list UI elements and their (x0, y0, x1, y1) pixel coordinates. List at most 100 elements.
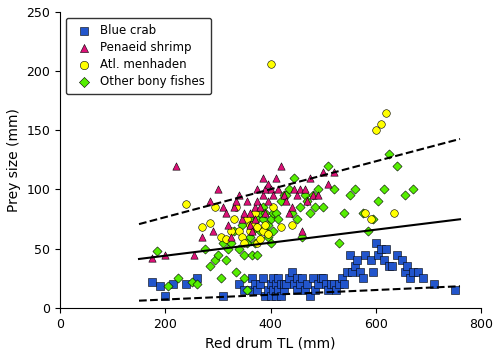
Atl. menhaden (262, 222, 270, 228)
Other bony fishes (154, 248, 162, 254)
Blue crab (354, 258, 362, 263)
Penaeid shrimp (308, 192, 316, 198)
Atl. menhaden (243, 216, 251, 222)
Other bony fishes (369, 216, 377, 222)
Penaeid shrimp (262, 187, 270, 192)
Other bony fishes (201, 246, 209, 251)
Penaeid shrimp (254, 187, 262, 192)
Penaeid shrimp (272, 175, 280, 181)
Other bony fishes (219, 240, 227, 246)
Penaeid shrimp (248, 228, 256, 234)
Other bony fishes (314, 187, 322, 192)
Other bony fishes (232, 270, 240, 275)
Other bony fishes (280, 192, 287, 198)
Penaeid shrimp (172, 163, 180, 169)
Penaeid shrimp (235, 192, 243, 198)
Other bony fishes (235, 246, 243, 251)
Blue crab (372, 240, 380, 246)
Other bony fishes (269, 210, 277, 216)
Other bony fishes (254, 216, 262, 222)
Blue crab (285, 275, 293, 281)
Blue crab (148, 279, 156, 285)
Blue crab (401, 270, 409, 275)
Other bony fishes (335, 240, 343, 246)
Atl. menhaden (227, 228, 235, 234)
Atl. menhaden (372, 127, 380, 133)
Other bony fishes (266, 216, 274, 222)
Atl. menhaden (254, 240, 262, 246)
Other bony fishes (164, 283, 172, 289)
Other bony fishes (212, 258, 220, 263)
Atl. menhaden (240, 240, 248, 246)
Atl. menhaden (222, 236, 230, 242)
Penaeid shrimp (269, 192, 277, 198)
Blue crab (277, 281, 285, 287)
Atl. menhaden (235, 228, 243, 234)
Blue crab (182, 281, 190, 287)
Blue crab (293, 287, 301, 293)
Penaeid shrimp (214, 187, 222, 192)
Atl. menhaden (269, 204, 277, 210)
Other bony fishes (293, 216, 301, 222)
Other bony fishes (222, 258, 230, 263)
Other bony fishes (298, 234, 306, 240)
Blue crab (366, 258, 374, 263)
Other bony fishes (306, 210, 314, 216)
Atl. menhaden (182, 201, 190, 206)
Atl. menhaden (230, 216, 237, 222)
Other bony fishes (246, 216, 254, 222)
Other bony fishes (264, 234, 272, 240)
Other bony fishes (243, 287, 251, 293)
Blue crab (298, 275, 306, 281)
Blue crab (414, 270, 422, 275)
Atl. menhaden (377, 121, 385, 127)
Other bony fishes (216, 275, 224, 281)
Penaeid shrimp (262, 210, 270, 216)
Blue crab (374, 252, 382, 257)
Blue crab (393, 252, 401, 257)
Blue crab (258, 275, 266, 281)
Other bony fishes (380, 187, 388, 192)
Atl. menhaden (256, 236, 264, 242)
Blue crab (272, 281, 280, 287)
Blue crab (380, 258, 388, 263)
Penaeid shrimp (190, 252, 198, 257)
Blue crab (282, 281, 290, 287)
Penaeid shrimp (224, 222, 232, 228)
Blue crab (266, 281, 274, 287)
Blue crab (269, 287, 277, 293)
Blue crab (274, 275, 282, 281)
Blue crab (280, 287, 287, 293)
Other bony fishes (258, 204, 266, 210)
Penaeid shrimp (227, 234, 235, 240)
Blue crab (248, 275, 256, 281)
Penaeid shrimp (240, 210, 248, 216)
Other bony fishes (304, 198, 312, 204)
Blue crab (293, 275, 301, 281)
Blue crab (404, 263, 411, 269)
Atl. menhaden (362, 210, 370, 216)
Other bony fishes (296, 204, 304, 210)
Other bony fishes (230, 228, 237, 234)
Blue crab (277, 293, 285, 299)
Penaeid shrimp (298, 228, 306, 234)
Other bony fishes (251, 210, 259, 216)
Other bony fishes (288, 210, 296, 216)
Other bony fishes (319, 204, 327, 210)
Blue crab (219, 293, 227, 299)
Other bony fishes (330, 187, 338, 192)
Blue crab (346, 252, 354, 257)
Atl. menhaden (288, 222, 296, 228)
Penaeid shrimp (274, 187, 282, 192)
Blue crab (256, 281, 264, 287)
Penaeid shrimp (266, 187, 274, 192)
Penaeid shrimp (280, 192, 287, 198)
Other bony fishes (243, 240, 251, 246)
Other bony fishes (393, 163, 401, 169)
Blue crab (169, 281, 177, 287)
Blue crab (290, 281, 298, 287)
Penaeid shrimp (230, 204, 237, 210)
Blue crab (398, 258, 406, 263)
Atl. menhaden (264, 232, 272, 237)
Penaeid shrimp (258, 192, 266, 198)
